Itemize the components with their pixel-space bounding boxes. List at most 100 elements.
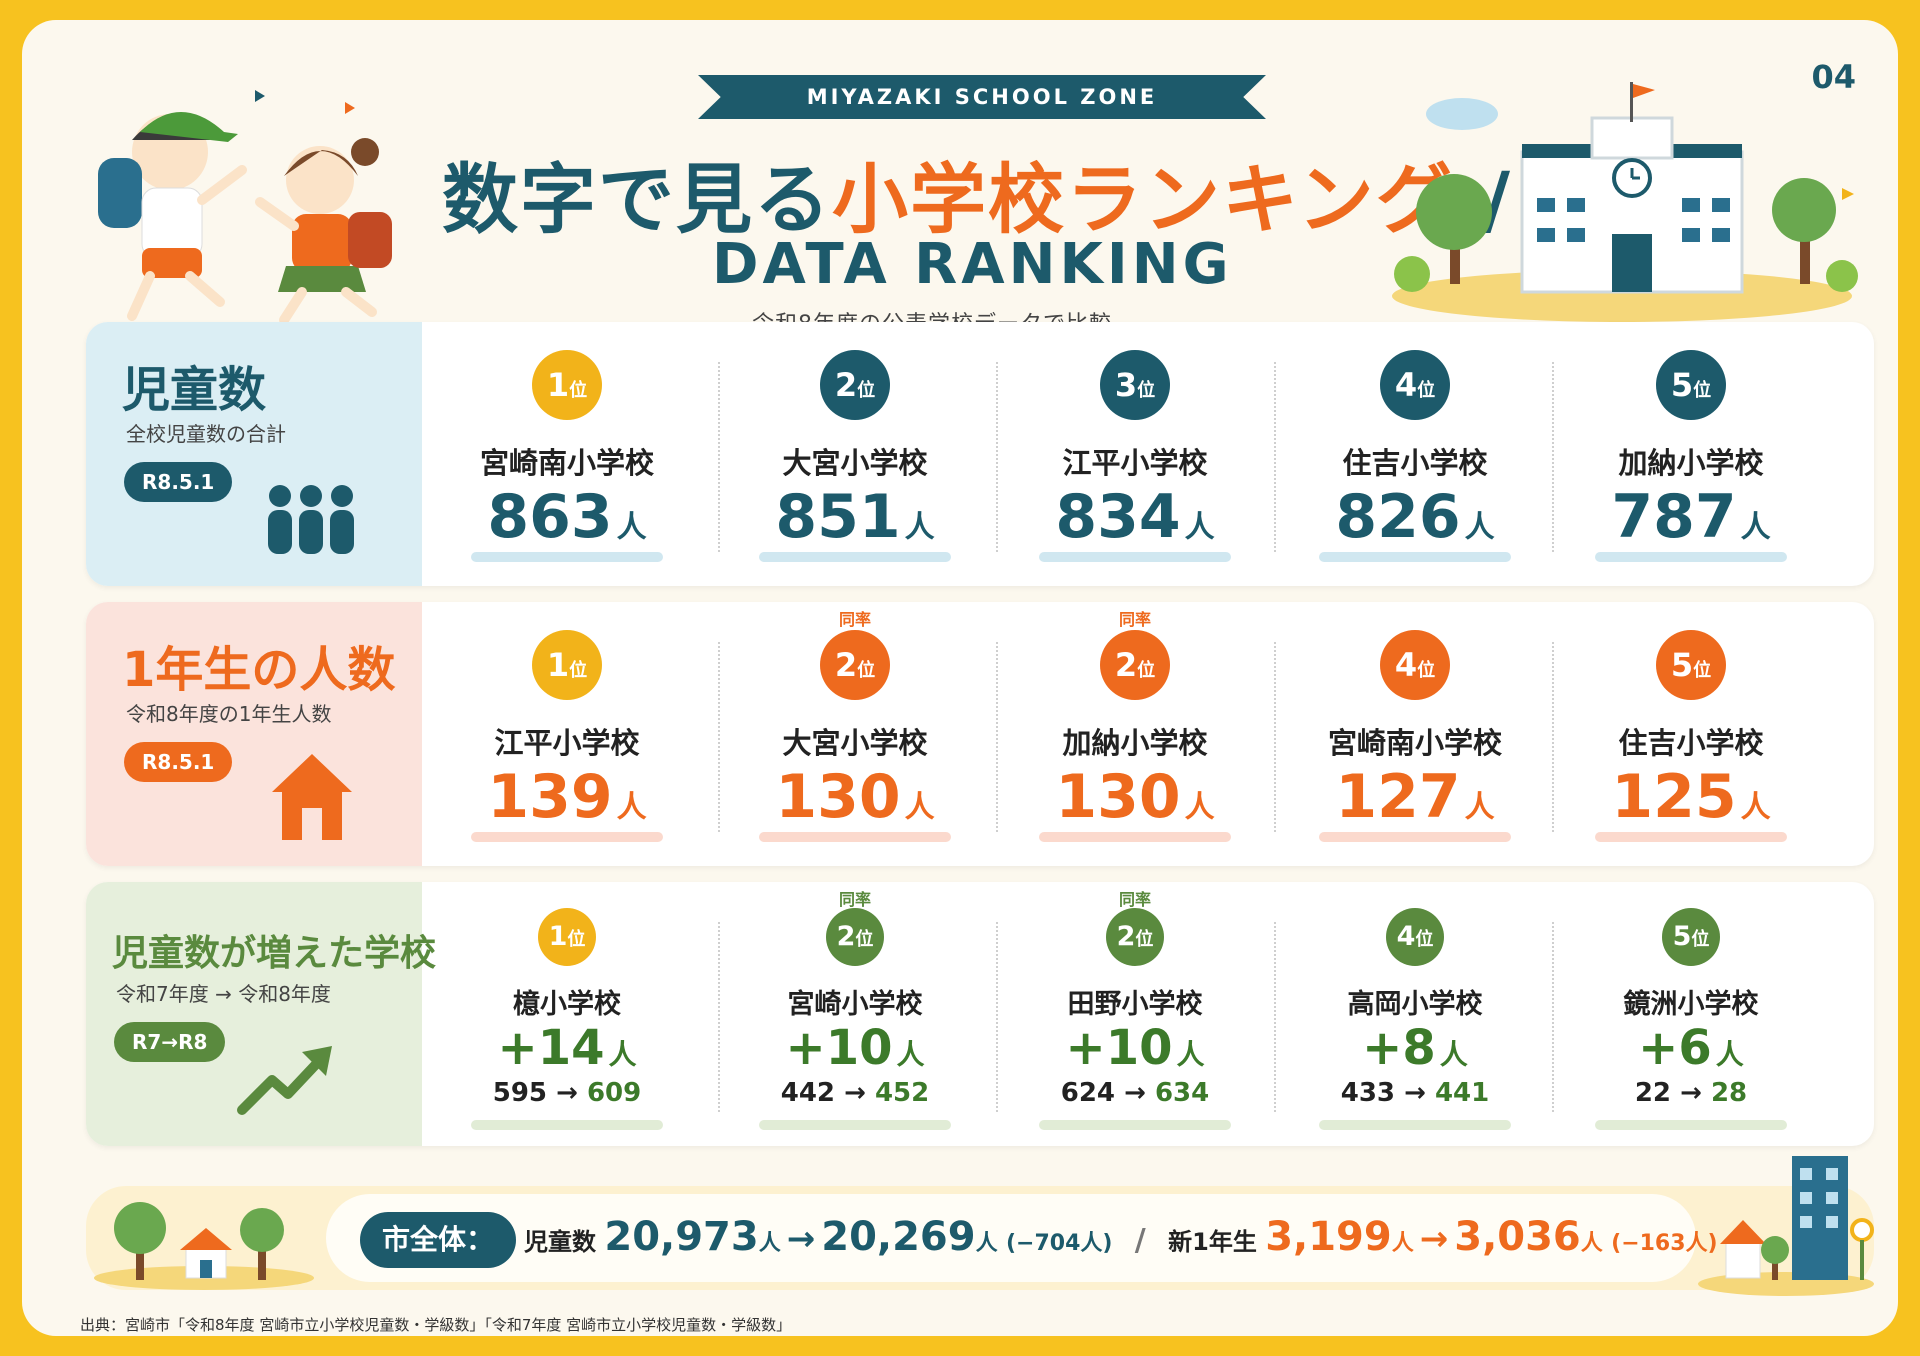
- first-grade-to: 3,036: [1454, 1214, 1581, 1260]
- row-date-badge: R8.5.1: [124, 742, 233, 782]
- rank-circle: 1位: [532, 630, 602, 700]
- cell-divider: [1552, 642, 1554, 832]
- value: 125 人: [1550, 762, 1832, 832]
- value-number: 130: [775, 762, 901, 832]
- rank-suffix: 位: [857, 380, 876, 401]
- rank-suffix: 位: [1135, 929, 1154, 950]
- value-number: +10: [785, 1020, 893, 1076]
- value-unit: 人: [616, 790, 647, 825]
- value-number: 130: [1055, 762, 1181, 832]
- cell-divider: [1274, 362, 1276, 552]
- row-label-panel: 児童数 全校児童数の合計 R8.5.1: [86, 322, 422, 586]
- cell-divider: [718, 362, 720, 552]
- unit: 人: [1580, 1231, 1603, 1256]
- row-title: 児童数が増えた学校: [112, 933, 437, 974]
- rank-circle: 2位: [826, 908, 884, 966]
- value: 139 人: [426, 762, 708, 832]
- rank-suffix: 位: [1691, 929, 1710, 950]
- ranking-item: 同率 2位 田野小学校 +10 人 624 → 634: [994, 882, 1276, 1146]
- value-unit: 人: [904, 790, 935, 825]
- rank-number: 1: [546, 646, 570, 684]
- arrow-icon: →: [1404, 1078, 1426, 1108]
- to-value: 452: [874, 1078, 930, 1108]
- rank-number: 5: [1672, 921, 1692, 952]
- value-number: 826: [1335, 482, 1461, 552]
- value-number: +6: [1638, 1020, 1712, 1076]
- value-underline: [1595, 552, 1787, 562]
- cell-divider: [1274, 642, 1276, 832]
- value-underline: [1039, 832, 1231, 842]
- arrow-icon: →: [844, 1078, 866, 1108]
- ranking-item: 4位 高岡小学校 +8 人 433 → 441: [1274, 882, 1556, 1146]
- ranking-cells: 1位 宮崎南小学校 863 人 2位 大宮小学校 851 人 3位 江平小学校 83…: [422, 322, 1874, 586]
- change-values: 442 → 452: [714, 1078, 996, 1108]
- ranking-item: 1位 宮崎南小学校 863 人: [426, 322, 708, 586]
- value: 826 人: [1274, 482, 1556, 552]
- to-value: 609: [586, 1078, 642, 1108]
- row-date-badge: R7→R8: [114, 1022, 226, 1062]
- row-date-badge: R8.5.1: [124, 462, 233, 502]
- ranking-item: 1位 檍小学校 +14 人 595 → 609: [426, 882, 708, 1146]
- rank-circle: 5位: [1662, 908, 1720, 966]
- value-underline: [1039, 552, 1231, 562]
- rank-circle: 5位: [1656, 630, 1726, 700]
- value: +14 人: [426, 1020, 708, 1076]
- from-value: 22: [1634, 1078, 1672, 1108]
- value-unit: 人: [1184, 510, 1215, 545]
- tie-label: 同率: [1118, 610, 1151, 629]
- value-underline: [471, 1120, 663, 1130]
- ranking-cells: 1位 檍小学校 +14 人 595 → 609 同率 2位 宮崎小学校 +10 人 …: [422, 882, 1874, 1146]
- value: 130 人: [994, 762, 1276, 832]
- arrow-icon: →: [1419, 1219, 1449, 1259]
- value-unit: 人: [616, 510, 647, 545]
- value-underline: [1319, 832, 1511, 842]
- rank-circle: 4位: [1380, 350, 1450, 420]
- value-number: +10: [1065, 1020, 1173, 1076]
- value-unit: 人: [608, 1038, 637, 1071]
- ranking-item: 4位 宮崎南小学校 127 人: [1274, 602, 1556, 866]
- from-value: 624: [1060, 1078, 1116, 1108]
- rank-circle: 2位: [1106, 908, 1164, 966]
- value-underline: [471, 832, 663, 842]
- school-name: 宮崎小学校: [787, 989, 923, 1020]
- summary-label-pill: 市全体：: [360, 1212, 517, 1268]
- arrow-icon: →: [556, 1078, 578, 1108]
- students-diff: (−704人): [1005, 1231, 1113, 1256]
- cell-divider: [718, 922, 720, 1112]
- rank-suffix: 位: [1415, 929, 1434, 950]
- value-unit: 人: [1464, 790, 1495, 825]
- ranking-item: 同率 2位 宮崎小学校 +10 人 442 → 452: [714, 882, 996, 1146]
- school-name: 大宮小学校: [782, 446, 928, 480]
- value-underline: [1595, 1120, 1787, 1130]
- rank-suffix: 位: [1417, 380, 1436, 401]
- rank-circle: 2位: [820, 630, 890, 700]
- value: 834 人: [994, 482, 1276, 552]
- town-right-icon: [1698, 1156, 1874, 1296]
- title-part1: 数字で見る: [442, 155, 832, 244]
- school-name: 高岡小学校: [1347, 989, 1483, 1020]
- value-underline: [1039, 1120, 1231, 1130]
- tie-label: 同率: [838, 890, 871, 909]
- rank-suffix: 位: [569, 380, 588, 401]
- rank-circle: 3位: [1100, 350, 1170, 420]
- arrow-icon: →: [1680, 1078, 1702, 1108]
- summary-content: 市全体： 児童数 20,973人 → 20,269人 (−704人) / 新1年生 …: [326, 1194, 1718, 1282]
- school-name: 江平小学校: [494, 726, 640, 760]
- rank-circle: 2位: [1100, 630, 1170, 700]
- ranking-item: 3位 江平小学校 834 人: [994, 322, 1276, 586]
- value-number: 863: [487, 482, 613, 552]
- arrow-icon: →: [786, 1219, 816, 1259]
- rank-suffix: 位: [1693, 380, 1712, 401]
- from-value: 442: [780, 1078, 836, 1108]
- page: 04 MIYAZAKI SCHOOL ZONE 数字で見る小学校ランキング / …: [22, 20, 1898, 1336]
- separator: /: [1134, 1223, 1146, 1258]
- school-name: 住吉小学校: [1342, 446, 1488, 480]
- value-unit: 人: [896, 1038, 925, 1071]
- rank-number: 2: [1114, 646, 1138, 684]
- ranking-item: 4位 住吉小学校 826 人: [1274, 322, 1556, 586]
- ranking-row-increase: 児童数が増えた学校 令和7年度 → 令和8年度 R7→R8 1位 檍小学校 +1…: [86, 882, 1874, 1146]
- value: +10 人: [714, 1020, 996, 1076]
- first-grade-diff: (−163人): [1611, 1231, 1718, 1256]
- row-title: 児童数: [122, 362, 267, 418]
- rank-number: 5: [1670, 646, 1694, 684]
